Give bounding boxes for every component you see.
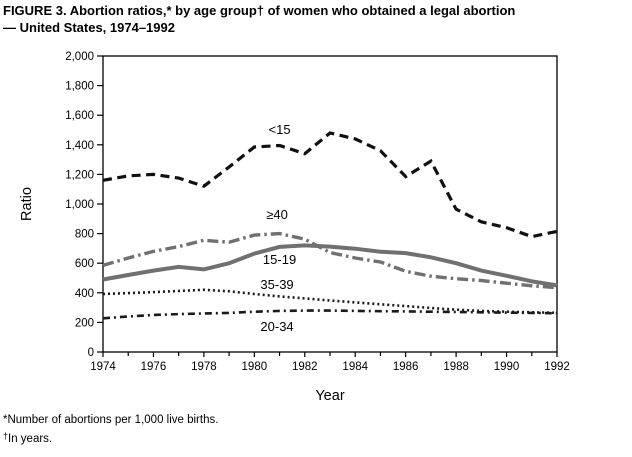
series-≥40-label: ≥40: [266, 207, 288, 222]
series-≥40-group: ≥40: [102, 207, 558, 290]
y-tick-label: 1,600: [65, 110, 94, 122]
y-tick-label: 2,000: [65, 51, 94, 63]
series-35-39-line: [102, 288, 558, 315]
abortion-ratio-line-chart: 0 200 400 600 800 1,000 1,200 1,400 1,600 1,800 2,…: [19, 51, 570, 404]
y-tick-label: 1,000: [65, 199, 94, 211]
series-20-34-label: 20-34: [260, 319, 293, 334]
series-15-19-label: 15-19: [263, 252, 296, 267]
x-tick-label: 1976: [141, 361, 167, 373]
plot-border: [102, 55, 558, 353]
y-tick-label: 800: [75, 229, 94, 241]
x-tick-label: 1982: [292, 361, 318, 373]
series-15-19-line: [102, 243, 558, 288]
series-≥40-line: [102, 231, 558, 290]
y-axis: 0 200 400 600 800 1,000 1,200 1,400 1,600 1,800 2,…: [65, 51, 103, 359]
y-tick-label: 1,800: [65, 81, 94, 93]
x-axis-title: Year: [315, 388, 344, 404]
y-tick-label: 0: [88, 347, 94, 359]
x-tick-label: 1986: [393, 361, 419, 373]
series-15-19-group: 15-19: [102, 243, 558, 288]
figure-title: FIGURE 3. Abortion ratios,* by age group…: [3, 3, 632, 36]
x-tick-label: 1980: [242, 361, 268, 373]
x-axis: 1974 1976 1978 1980 1982 1984 1986 1988 1990 1992: [90, 352, 570, 373]
asterisk-marker: *: [3, 414, 8, 426]
y-tick-label: 1,400: [65, 140, 94, 152]
series-<15-group: <15: [102, 122, 558, 239]
series-<15-line: [102, 131, 558, 239]
y-axis-title: Ratio: [19, 187, 35, 221]
series-20-34-line: [102, 309, 558, 320]
y-tick-label: 1,200: [65, 169, 94, 181]
footnote-in-years: †In years.: [3, 429, 218, 448]
dagger-marker: †: [3, 430, 9, 441]
footnote-live-births-text: Number of abortions per 1,000 live birth…: [7, 414, 219, 426]
y-tick-label: 200: [75, 317, 94, 329]
series-<15-label: <15: [269, 122, 291, 137]
series-35-39-group: 35-39: [102, 277, 558, 315]
footnotes: *Number of abortions per 1,000 live birt…: [3, 413, 218, 447]
footnote-in-years-text: In years.: [8, 432, 53, 445]
series-35-39-label: 35-39: [260, 277, 293, 292]
x-tick-label: 1984: [342, 361, 368, 373]
series-20-34-group: 20-34: [102, 309, 558, 334]
figure-title-line1: FIGURE 3. Abortion ratios,* by age group…: [3, 3, 516, 18]
footnote-live-births: *Number of abortions per 1,000 live birt…: [3, 413, 218, 429]
x-tick-label: 1988: [443, 361, 469, 373]
x-tick-label: 1992: [544, 361, 570, 373]
x-tick-label: 1978: [191, 361, 217, 373]
y-tick-label: 400: [75, 288, 94, 300]
figure-title-line2: — United States, 1974–1992: [3, 19, 175, 35]
x-tick-label: 1974: [90, 361, 116, 373]
x-tick-label: 1990: [494, 361, 520, 373]
y-tick-label: 600: [75, 258, 94, 270]
